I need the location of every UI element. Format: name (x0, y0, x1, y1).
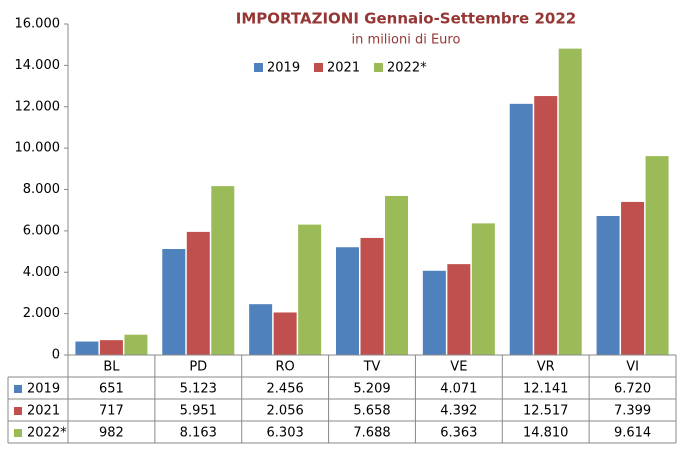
x-tick-label: PD (189, 360, 207, 375)
legend-swatch (374, 63, 383, 72)
bar (471, 223, 495, 355)
table-cell: 8.163 (180, 426, 217, 441)
bar (360, 237, 384, 355)
table-cell: 5.123 (180, 382, 217, 397)
bar (211, 186, 235, 355)
bar (596, 215, 620, 355)
y-tick-label: 4.000 (23, 265, 60, 280)
bar (447, 264, 471, 355)
bar (645, 156, 669, 355)
x-tick-label: BL (103, 360, 120, 375)
bar (509, 103, 533, 355)
table-cell: 12.141 (523, 382, 569, 397)
bar (422, 270, 446, 355)
bar (534, 96, 558, 355)
table-cell: 4.392 (440, 404, 477, 419)
y-tick-label: 8.000 (23, 182, 60, 197)
y-tick-label: 6.000 (23, 223, 60, 238)
legend-label: 2021 (327, 61, 360, 76)
x-tick-label: VI (626, 360, 639, 375)
table-cell: 6.720 (614, 382, 651, 397)
table-cell: 982 (99, 426, 124, 441)
bar (162, 249, 186, 355)
y-tick-label: 12.000 (15, 99, 61, 114)
y-tick-label: 10.000 (15, 141, 61, 156)
legend-label: 2022* (387, 61, 427, 76)
y-tick-label: 2.000 (23, 306, 60, 321)
table-cell: 12.517 (523, 404, 569, 419)
bar (124, 334, 148, 355)
table-cell: 7.688 (353, 426, 390, 441)
table-cell: 6.303 (267, 426, 304, 441)
bar (99, 340, 123, 355)
table-cell: 7.399 (614, 404, 651, 419)
bar (621, 201, 645, 355)
table-row-label: 2021 (27, 404, 60, 419)
table-cell: 5.209 (353, 382, 390, 397)
bar (186, 231, 210, 355)
table-row-label: 2022* (27, 426, 67, 441)
y-tick-label: 16.000 (15, 17, 61, 32)
legend-swatch (314, 63, 323, 72)
bar (249, 304, 273, 355)
legend-label: 2019 (267, 61, 300, 76)
table-swatch (14, 407, 22, 415)
y-tick-label: 14.000 (15, 58, 61, 73)
table-row-label: 2019 (27, 382, 60, 397)
bar (298, 224, 322, 355)
table-cell: 4.071 (440, 382, 477, 397)
table-cell: 5.658 (353, 404, 390, 419)
chart-title: IMPORTAZIONI Gennaio-Settembre 2022 (236, 10, 576, 28)
table-cell: 9.614 (614, 426, 651, 441)
x-tick-label: VR (537, 360, 555, 375)
legend-swatch (254, 63, 263, 72)
bar (336, 247, 359, 355)
x-tick-label: TV (363, 360, 381, 375)
x-tick-label: VE (450, 360, 467, 375)
table-cell: 651 (99, 382, 124, 397)
table-cell: 717 (99, 404, 124, 419)
table-cell: 14.810 (523, 426, 569, 441)
table-cell: 2.456 (267, 382, 304, 397)
table-cell: 5.951 (180, 404, 217, 419)
table-swatch (14, 385, 22, 393)
table-cell: 6.363 (440, 426, 477, 441)
chart-subtitle: in milioni di Euro (352, 33, 461, 48)
bar (273, 312, 297, 355)
bar (75, 341, 99, 355)
table-swatch (14, 429, 22, 437)
table-cell: 2.056 (267, 404, 304, 419)
x-tick-label: RO (276, 360, 295, 375)
bar (558, 48, 582, 355)
y-tick-label: 0 (52, 348, 60, 363)
bar (385, 195, 408, 355)
